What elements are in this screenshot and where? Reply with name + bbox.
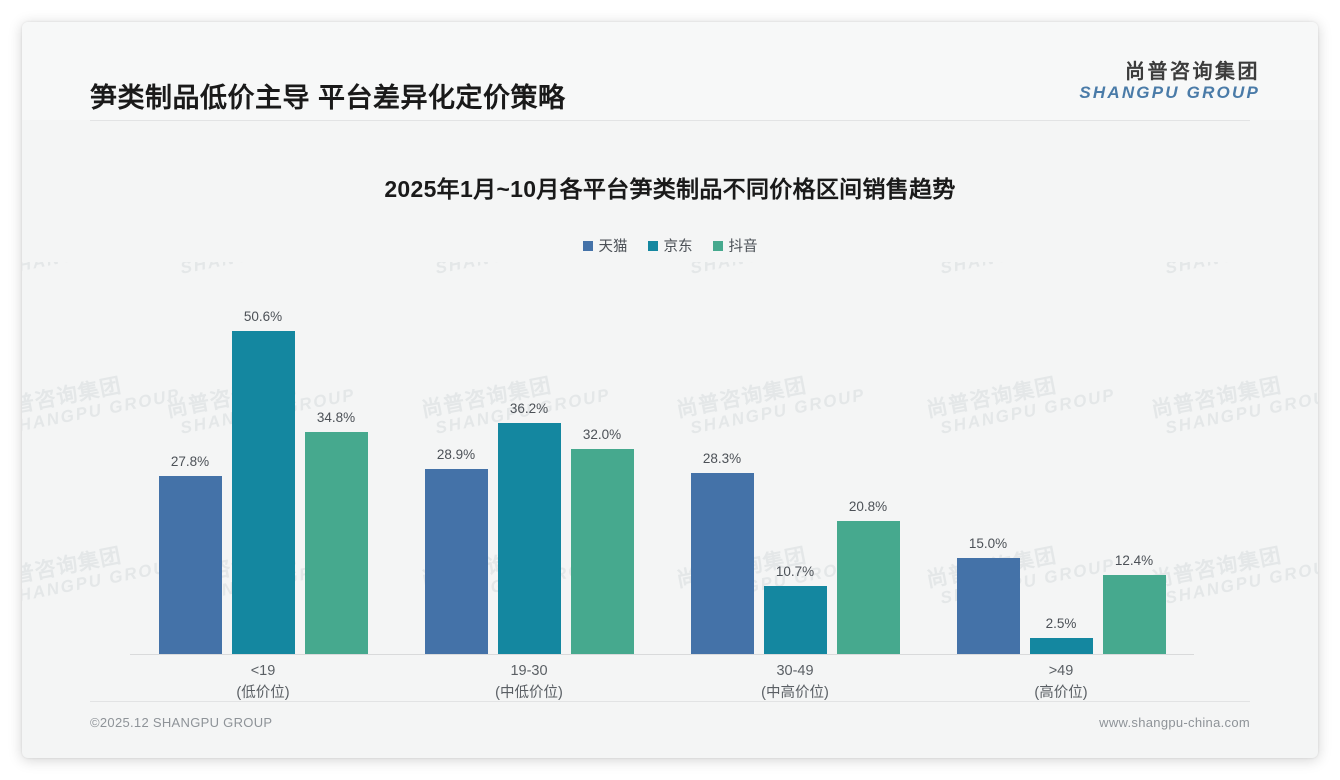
bar-value-label: 34.8% (316, 409, 356, 425)
bar-天猫-19-30[interactable] (424, 469, 488, 654)
legend-item-京东[interactable]: 京东 (647, 235, 693, 256)
bar-value-label: 28.9% (436, 447, 476, 463)
bar-value-label: 50.6% (243, 308, 283, 324)
legend-swatch-icon (582, 240, 593, 251)
bar-item[interactable]: 20.8% (836, 262, 900, 654)
x-axis-label-tier: (中高价位) (761, 685, 829, 702)
x-axis-label-range: 19-30 (510, 663, 548, 679)
bar-item[interactable]: 36.2% (497, 262, 561, 654)
bar-group-19-30: 28.9% 36.2% 32.0% (420, 262, 639, 654)
logo-chinese-text: 尚普咨询集团 (1125, 61, 1260, 83)
bar-value-label: 36.2% (509, 400, 549, 416)
chart-legend: 天猫 京东 抖音 (22, 235, 1318, 256)
footer-copyright: ©2025.12 SHANGPU GROUP (90, 715, 273, 730)
footer-website: www.shangpu-china.com (1099, 715, 1250, 730)
bar-抖音-30-49[interactable] (836, 521, 900, 654)
bar-item[interactable]: 27.8% (158, 262, 222, 654)
bar-value-label: 27.8% (170, 454, 210, 470)
bar-item[interactable]: 10.7% (763, 262, 827, 654)
legend-label: 天猫 (598, 239, 628, 255)
x-axis-label-range: 30-49 (776, 663, 814, 679)
bar-group-<19: 27.8% 50.6% 34.8% (154, 262, 373, 654)
logo-english-text: SHANGPU GROUP (1079, 83, 1260, 102)
slide-card: 笋类制品低价主导 平台差异化定价策略 尚普咨询集团 SHANGPU GROUP … (22, 22, 1318, 758)
x-axis-label-tier: (高价位) (1034, 685, 1088, 702)
bar-group->49: 15.0% 2.5% 12.4% (952, 262, 1171, 654)
bar-item[interactable]: 50.6% (231, 262, 295, 654)
legend-swatch-icon (647, 240, 658, 251)
bar-京东-<19[interactable] (231, 330, 295, 654)
bar-value-label: 10.7% (775, 563, 815, 579)
legend-item-天猫[interactable]: 天猫 (582, 235, 628, 256)
x-axis-label-range: >49 (1048, 663, 1074, 679)
bar-item[interactable]: 32.0% (570, 262, 634, 654)
x-axis-label-range: <19 (250, 663, 276, 679)
bar-抖音-19-30[interactable] (570, 449, 634, 654)
bar-value-label: 12.4% (1114, 552, 1154, 568)
legend-label: 抖音 (728, 239, 758, 255)
x-axis-labels: <19 (低价位) 19-30 (中低价位) 30-49 (中高价位) >49 (高价位) (130, 660, 1194, 720)
x-axis-label-<19: <19 (低价位) (130, 660, 396, 705)
bar-京东-30-49[interactable] (763, 585, 827, 654)
company-logo: 尚普咨询集团 SHANGPU GROUP (1079, 62, 1260, 102)
bar-value-label: 2.5% (1045, 616, 1077, 632)
bar-item[interactable]: 15.0% (956, 262, 1020, 654)
bar-天猫-30-49[interactable] (690, 473, 754, 654)
header-divider (90, 120, 1250, 121)
legend-item-抖音[interactable]: 抖音 (712, 235, 758, 256)
bar-group-30-49: 28.3% 10.7% 20.8% (686, 262, 905, 654)
bar-value-label: 32.0% (582, 427, 622, 443)
x-axis-label->49: >49 (高价位) (928, 660, 1194, 705)
bar-value-label: 15.0% (968, 536, 1008, 552)
x-axis-label-19-30: 19-30 (中低价位) (396, 660, 662, 705)
bar-天猫->49[interactable] (956, 558, 1020, 654)
bar-京东->49[interactable] (1029, 638, 1093, 654)
bar-京东-19-30[interactable] (497, 422, 561, 654)
bar-value-label: 28.3% (702, 451, 742, 467)
page-title: 笋类制品低价主导 平台差异化定价策略 (90, 83, 566, 113)
bar-value-label: 20.8% (848, 499, 888, 515)
chart-title: 2025年1月~10月各平台笋类制品不同价格区间销售趋势 (384, 176, 956, 202)
bar-天猫-<19[interactable] (158, 476, 222, 654)
slide-header (22, 22, 1318, 120)
bar-item[interactable]: 28.3% (690, 262, 754, 654)
bar-抖音->49[interactable] (1102, 574, 1166, 654)
x-axis-label-30-49: 30-49 (中高价位) (662, 660, 928, 705)
x-axis-label-tier: (低价位) (236, 685, 290, 702)
bar-item[interactable]: 28.9% (424, 262, 488, 654)
bar-item[interactable]: 2.5% (1029, 262, 1093, 654)
bar-抖音-<19[interactable] (304, 431, 368, 654)
legend-swatch-icon (712, 240, 723, 251)
legend-label: 京东 (663, 239, 693, 255)
x-axis-label-tier: (中低价位) (495, 685, 563, 702)
bar-item[interactable]: 34.8% (304, 262, 368, 654)
bar-item[interactable]: 12.4% (1102, 262, 1166, 654)
x-axis-line (130, 654, 1194, 655)
footer-divider (90, 701, 1250, 702)
bars-container: 27.8% 50.6% 34.8% 28.9% 36.2% 32.0% 28.3% 10.7%… (130, 262, 1194, 654)
